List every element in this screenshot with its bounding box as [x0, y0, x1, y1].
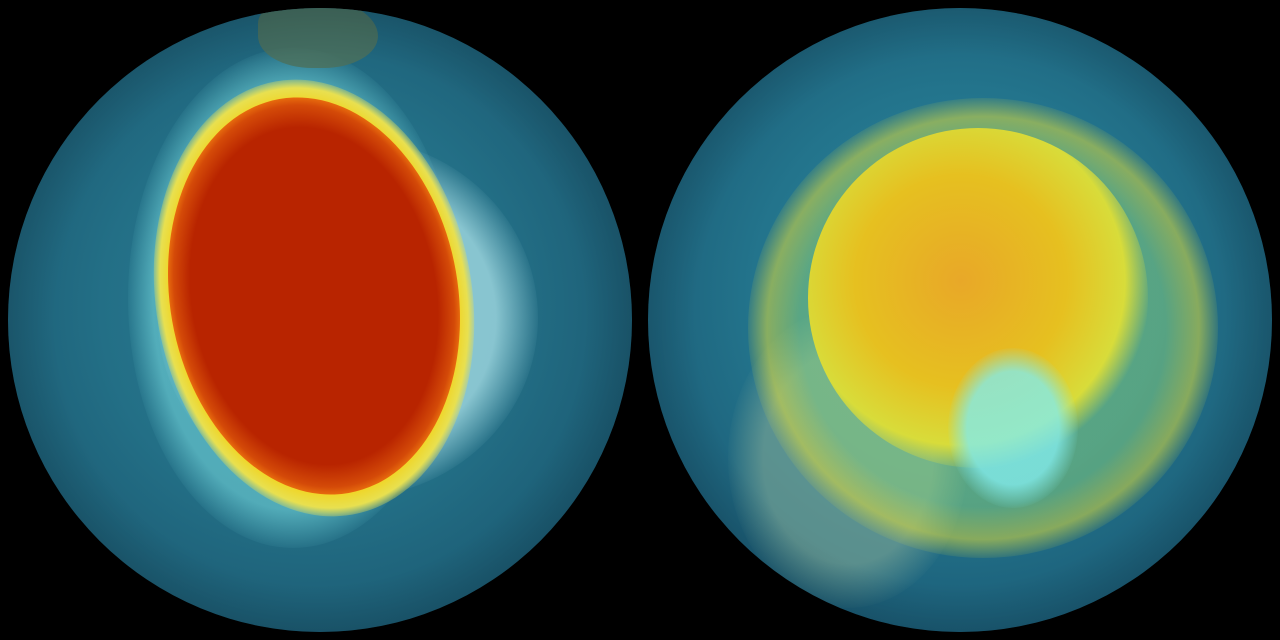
south-america-landmass: [258, 8, 378, 68]
southern-hemisphere-globe: [8, 8, 632, 632]
greenland-landmass: [948, 348, 1078, 508]
northern-hemisphere-globe: [648, 8, 1272, 632]
globe-limb-shading: [648, 8, 1272, 632]
globe-limb-shading: [8, 8, 632, 632]
